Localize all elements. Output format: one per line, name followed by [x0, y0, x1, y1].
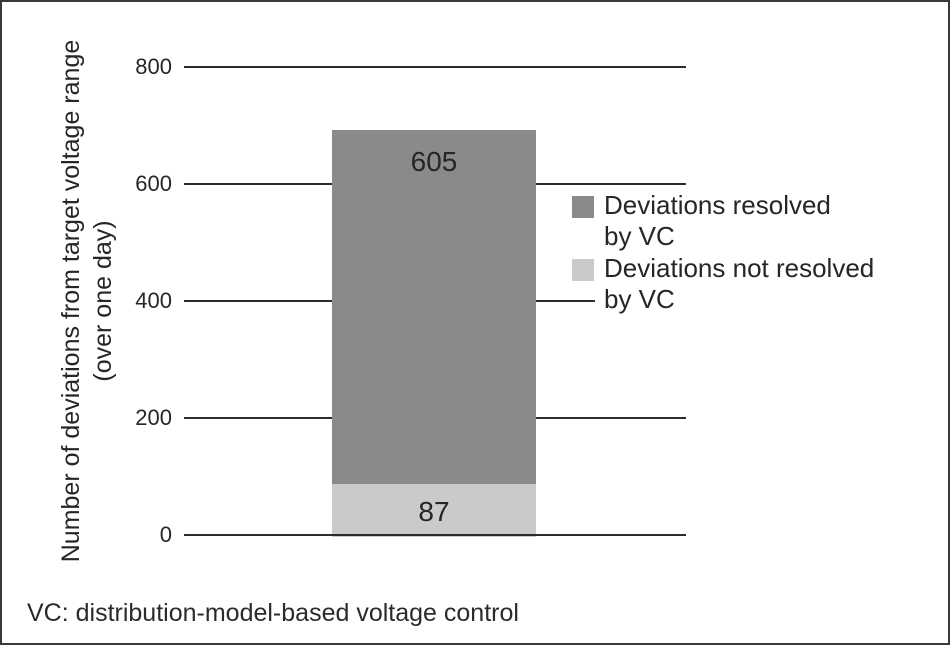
bar-value-resolved: 605 [410, 146, 458, 177]
y-tick-200: 200 [135, 405, 172, 430]
bar-value-not-resolved: 87 [418, 496, 450, 527]
legend-label-resolved-line2: by VC [604, 221, 675, 251]
legend-label-not-resolved-line1: Deviations not resolved [604, 253, 875, 283]
y-tick-400: 400 [135, 288, 172, 313]
bar-segment-resolved [332, 130, 536, 484]
legend-swatch-not-resolved-icon [572, 259, 594, 281]
legend-item-not-resolved: Deviations not resolved by VC [572, 253, 874, 315]
y-tick-0: 0 [159, 522, 172, 547]
legend-label-resolved: Deviations resolved by VC [604, 190, 831, 252]
gridline-0-baseline [184, 534, 686, 536]
legend-label-resolved-line1: Deviations resolved [604, 190, 831, 220]
y-axis-label-line1: Number of deviations from target voltage… [57, 39, 85, 563]
y-tick-800: 800 [135, 54, 172, 79]
legend-swatch-resolved-icon [572, 196, 594, 218]
legend: Deviations resolved by VC Deviations not… [572, 190, 874, 316]
legend-label-not-resolved: Deviations not resolved by VC [604, 253, 874, 315]
y-tick-600: 600 [135, 171, 172, 196]
legend-item-resolved: Deviations resolved by VC [572, 190, 874, 252]
bar-segment-not-resolved [332, 484, 536, 537]
legend-label-not-resolved-line2: by VC [604, 284, 675, 314]
footnote: VC: distribution-model-based voltage con… [27, 599, 519, 627]
gridline-800 [184, 66, 686, 68]
